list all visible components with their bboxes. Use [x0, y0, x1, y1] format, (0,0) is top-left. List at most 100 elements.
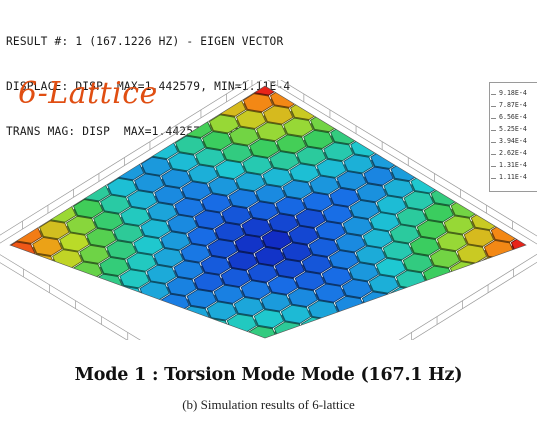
hex-cell [10, 241, 36, 261]
hex-cell [274, 259, 305, 279]
hex-cell [348, 262, 380, 282]
hex-cell [86, 228, 117, 248]
hex-cell-side [409, 299, 429, 321]
legend-value: 1.11E-4 [499, 173, 527, 181]
hex-cell [503, 252, 526, 272]
hex-cell [383, 178, 414, 198]
hex-cell-side [375, 320, 395, 338]
hex-cell [219, 330, 251, 338]
lattice-label: 6-Lattice [18, 76, 158, 111]
hex-cells [10, 86, 526, 340]
hex-cell [429, 248, 461, 268]
hex-cell [282, 180, 313, 199]
hex-cell [167, 214, 198, 234]
hex-cell [200, 255, 231, 275]
hex-cell [323, 142, 354, 162]
legend-value: 5.25E-4 [499, 125, 527, 133]
hex-cell-side [348, 325, 368, 338]
hex-cell [315, 221, 346, 241]
hex-cell [293, 333, 325, 338]
hex-cell [180, 243, 211, 263]
hex-cell [289, 163, 320, 183]
hex-cell [174, 197, 205, 217]
hex-cell [367, 336, 399, 338]
hex-cell [254, 246, 285, 266]
hex-cell-side [220, 330, 239, 338]
hex-cell [294, 271, 326, 291]
hex-cell [133, 173, 165, 193]
hex-cell-side [294, 334, 314, 338]
hex-cell [253, 309, 285, 329]
hex-cell [126, 252, 157, 272]
hex-cell-side [173, 323, 192, 338]
hex-cell [167, 152, 199, 172]
hex-cell-side [200, 318, 219, 338]
hex-cell [262, 167, 293, 187]
hex-cell [160, 231, 191, 251]
hex-cell [242, 155, 273, 175]
hex-cell [147, 202, 178, 222]
hex-cell [227, 251, 258, 271]
hex-cell [341, 279, 373, 299]
hex-cell [416, 220, 448, 239]
hex-cell-side [112, 286, 132, 308]
hex-cell [382, 241, 414, 261]
hex-cell [199, 318, 231, 338]
hex-cell [146, 264, 177, 284]
hex-cell [401, 315, 433, 335]
hex-cell [354, 308, 386, 327]
hex-cell [469, 273, 501, 293]
hex-cell [295, 208, 326, 228]
hex-cell [261, 230, 292, 250]
hex-cell [145, 327, 177, 338]
hex-cell [214, 222, 245, 242]
hex-cell [201, 193, 232, 213]
hex-cell-side [193, 335, 212, 338]
hex-cell [296, 146, 327, 166]
hex-cell [321, 266, 353, 286]
hex-cell [193, 272, 224, 292]
hex-cell [302, 192, 333, 212]
hex-cell [248, 138, 280, 158]
result-line: RESULT #: 1 (167.1226 HZ) - EIGEN VECTOR [6, 35, 284, 48]
color-legend: 9.18E-4 7.87E-4 6.56E-4 5.25E-4 3.94E-4 … [489, 82, 537, 192]
hex-cell [423, 203, 454, 223]
hex-cell [59, 232, 90, 252]
hex-cell [316, 158, 347, 178]
hex-cell-side [146, 327, 165, 338]
hex-cell [255, 184, 286, 204]
hex-cell [327, 312, 359, 332]
hex-cell-side [53, 187, 73, 209]
hex-cell [126, 190, 158, 210]
hex-cell [262, 105, 294, 125]
hex-cell [356, 183, 387, 203]
hex-cell [228, 126, 260, 146]
hex-cell [233, 297, 265, 316]
hex-cell [276, 134, 307, 154]
frame-wireframe [0, 80, 537, 340]
hex-cell [113, 223, 144, 243]
hex-cell [85, 290, 116, 310]
hex-cell-side [132, 298, 152, 320]
hex-cell [442, 277, 474, 297]
hex-cell [381, 303, 413, 323]
hex-cell-side [443, 278, 463, 300]
hex-cell [347, 324, 379, 338]
legend-value: 2.62E-4 [499, 149, 527, 157]
hex-cell [456, 244, 488, 264]
hex-cell [247, 263, 278, 283]
hex-cell [179, 305, 210, 325]
hex-cell [125, 314, 156, 334]
legend-value: 3.94E-4 [499, 137, 527, 145]
hex-cell [328, 250, 360, 270]
hex-cell [389, 224, 421, 244]
hex-cell [260, 292, 292, 312]
hex-cell [267, 339, 296, 340]
hex-cell [153, 248, 184, 268]
hex-cell [132, 298, 163, 318]
hex-cell [336, 171, 367, 191]
hex-cell [303, 129, 334, 149]
hex-cell [207, 239, 238, 259]
hex-cell [32, 237, 63, 256]
legend-value: 6.56E-4 [499, 113, 527, 121]
